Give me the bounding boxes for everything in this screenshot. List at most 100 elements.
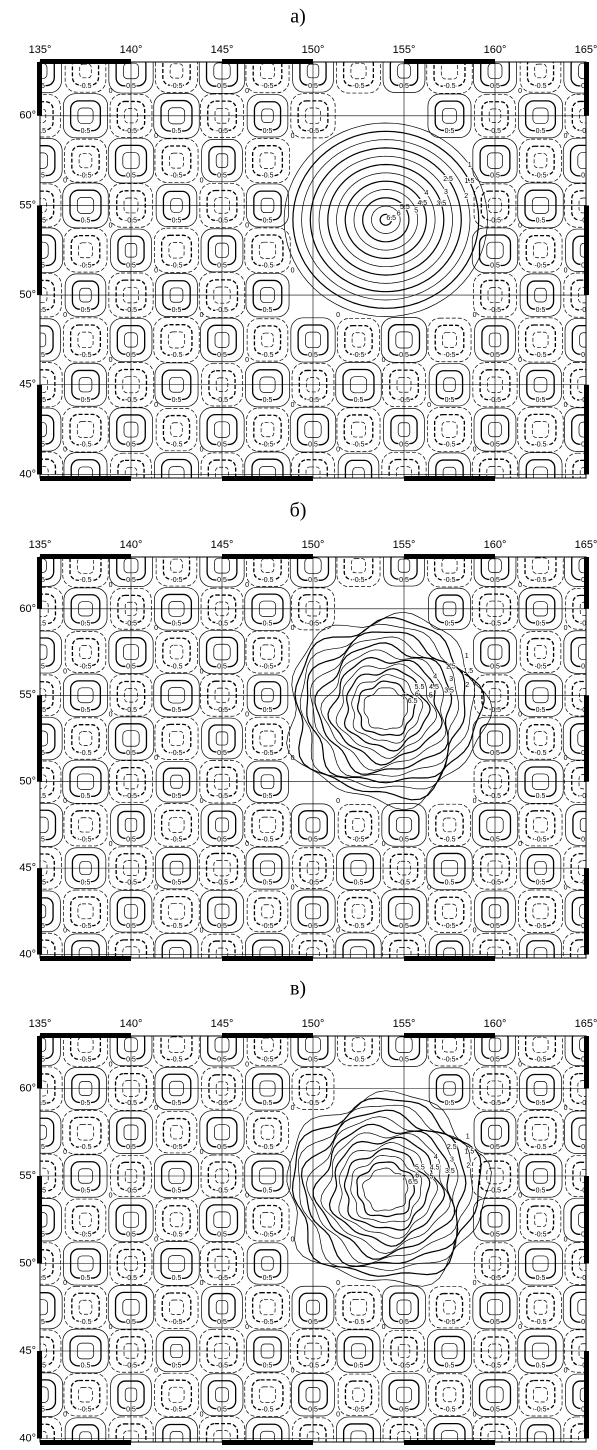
contour-label: -0.5 [261,173,273,180]
contour-label: -0.5 [79,1406,91,1413]
contour-label: -0.5 [352,1406,364,1413]
contour-label: 1 [466,1133,470,1140]
contour [65,1418,106,1450]
contour [171,423,183,437]
contour-label: 0 [518,582,522,589]
contour-label: 0.5 [536,966,546,973]
contour [527,146,554,175]
x-tick-label: 155° [393,44,416,56]
contour [261,645,275,659]
contour [78,904,93,919]
contour [571,1292,597,1322]
y-tick-label: 50° [19,1257,36,1269]
contour [352,333,365,347]
contour-label: -0.5 [79,262,91,269]
contour-label: 0 [109,712,113,719]
contour-label: -0.5 [34,486,46,493]
contour-label: 0 [291,1105,295,1112]
contour [534,1387,548,1402]
contour [77,558,93,574]
contour-label: 0.5 [81,966,91,973]
contour [435,325,464,354]
contour-label: 0.5 [354,486,364,493]
contour-label: -0.5 [170,83,182,90]
contour-label: 0 [63,447,67,454]
contour [343,1292,374,1322]
contour-label: 2 [466,1163,470,1170]
contour [162,724,191,752]
contour-label: 0 [245,1061,249,1068]
contour [163,638,190,666]
contour [254,326,280,354]
contour-label: 0 [63,312,67,319]
contour [571,638,597,667]
contours: -0.500.5-0.50.50-0.50.5-0.500.5-0.50.500… [17,539,597,976]
contour [436,811,463,839]
contour [253,1293,283,1322]
contour-label: -0.5 [170,1231,182,1238]
contour [345,1031,372,1059]
contour-label: -0.5 [216,966,228,973]
contour-label: -0.5 [534,173,546,180]
contour-label: 0.5 [263,1188,273,1195]
contour-label: 3.5 [436,200,446,207]
x-tick-label: 145° [211,1018,234,1030]
contour-label: 0 [154,1236,158,1243]
x-tick-label: 150° [302,1018,325,1030]
contour-label: -0.5 [170,442,182,449]
contour-label: 0.5 [81,707,91,714]
contour [352,675,423,744]
contour-label: 0 [200,668,204,675]
contour-label: 0 [291,1236,295,1243]
contour [434,1424,465,1450]
contour-label: 0 [200,798,204,805]
contour-label: 0.5 [354,397,364,404]
contour [253,638,282,666]
contour-label: 0 [564,625,568,632]
contour-label: 0.5 [263,486,273,493]
contour [298,1105,472,1270]
contour [253,1205,282,1234]
contour [436,1294,462,1321]
contour-label: 0.5 [263,707,273,714]
contour-label: 0 [154,755,158,762]
contour-label: -0.5 [443,352,455,359]
contour-label: 0.5 [536,307,546,314]
contour-label: 0 [200,43,204,50]
contour [344,552,373,580]
contour-label: 0 [291,625,295,632]
y-tick-label: 45° [19,1345,36,1357]
contour-label: -0.5 [261,1144,273,1151]
contour-label: 0.5 [536,620,546,627]
contour [532,1124,548,1140]
contour [260,731,275,746]
contour-label: 0.5 [536,793,546,800]
contour [442,558,457,573]
x-tick-label: 160° [484,539,507,551]
contour [295,618,484,800]
contour-label: 0.5 [536,397,546,404]
contour [353,818,365,831]
contour-label: -0.5 [261,262,273,269]
contour-label: 0 [336,447,340,454]
contour-label: -0.5 [79,1144,91,1151]
contour [156,1418,198,1450]
x-tick-label: 165° [575,539,597,551]
contour-label: -0.5 [534,836,546,843]
contour [526,811,555,839]
contour-label: 0 [63,178,67,185]
contour-label: -0.5 [443,83,455,90]
contour-label: 0 [109,582,113,589]
contour-label: 0 [564,884,568,891]
contour [534,153,547,167]
contour [77,1124,93,1140]
contour [526,1030,556,1059]
contour [525,551,556,580]
contour [352,558,366,572]
contour-label: 2 [465,682,469,689]
contour-label: 0 [336,1411,340,1418]
contour-label: 0.5 [263,307,273,314]
contour [254,415,281,444]
contour [262,905,274,918]
contour-label: 0 [291,267,295,274]
